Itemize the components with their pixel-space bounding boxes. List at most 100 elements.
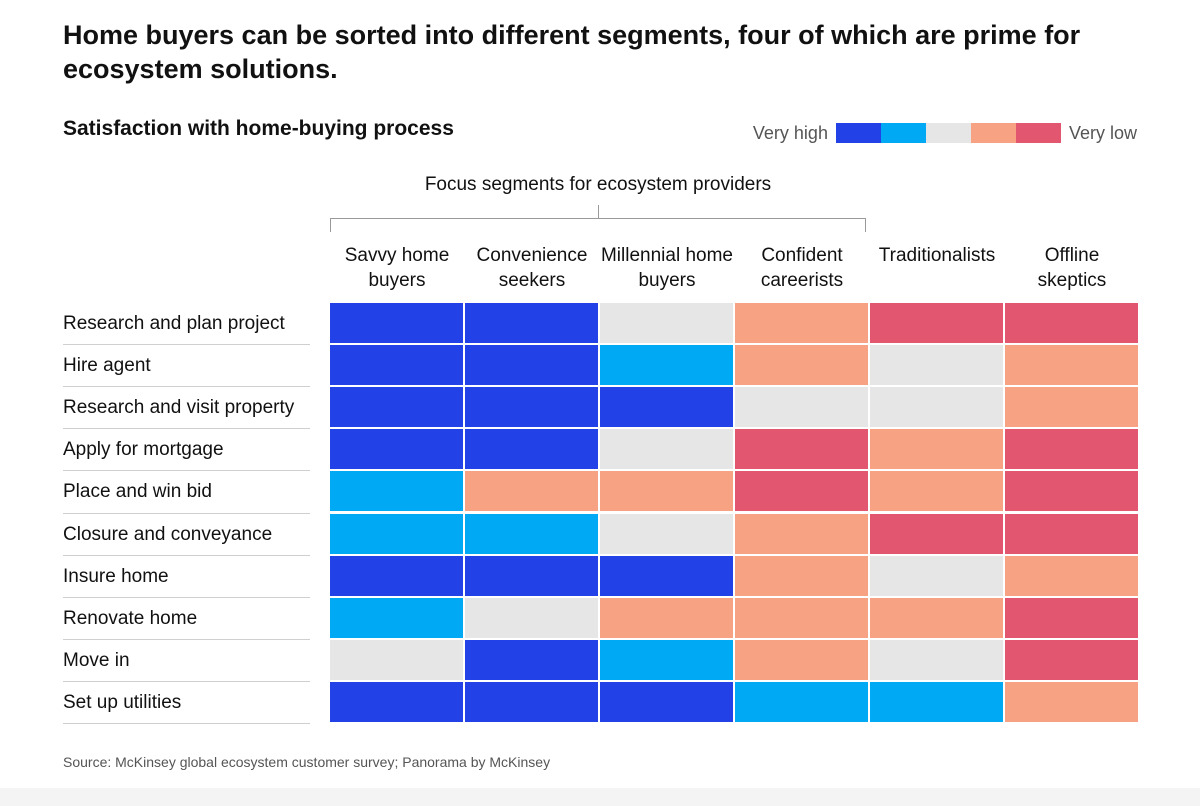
row-divider [63, 723, 310, 724]
heatmap-cell [1005, 429, 1138, 470]
heatmap-cell [600, 303, 733, 343]
heatmap-cell [600, 597, 733, 638]
heatmap-cell [735, 513, 868, 554]
heatmap-cell [1005, 513, 1138, 554]
row-divider [63, 554, 310, 556]
legend-swatch-4 [970, 123, 1016, 143]
row-divider [63, 680, 310, 682]
heatmap-cell [465, 387, 598, 428]
heatmap-cell [330, 303, 463, 343]
heatmap-cell [465, 681, 598, 722]
heatmap-cell [465, 513, 598, 554]
heatmap-cell [735, 429, 868, 470]
heatmap-cell [330, 513, 463, 554]
heatmap-cell [870, 639, 1003, 680]
focus-bracket [330, 218, 866, 232]
legend-swatch-3 [925, 123, 971, 143]
heatmap-cell [735, 597, 868, 638]
row-label: Research and plan project [63, 313, 285, 334]
row-divider [63, 638, 310, 640]
legend: Very high Very low [753, 122, 1137, 144]
heatmap-cell [870, 345, 1003, 386]
heatmap-cell [600, 555, 733, 596]
heatmap-cell [465, 471, 598, 512]
column-header: Savvy home buyers [344, 245, 450, 291]
heatmap-cell [330, 555, 463, 596]
heatmap-cell [600, 387, 733, 428]
heatmap-cell [330, 597, 463, 638]
heatmap-cell [870, 597, 1003, 638]
chart-subtitle: Satisfaction with home-buying process [63, 117, 454, 140]
heatmap-cell [1005, 303, 1138, 343]
row-label: Insure home [63, 565, 169, 587]
heatmap-cell [465, 345, 598, 386]
heatmap-cell [1005, 597, 1138, 638]
row-label: Closure and conveyance [63, 523, 273, 545]
heatmap-cell [1005, 639, 1138, 680]
heatmap-cell [735, 639, 868, 680]
column-header: Confident careerists [760, 245, 844, 291]
focus-segments-label: Focus segments for ecosystem providers [424, 174, 772, 195]
heatmap-cell [465, 555, 598, 596]
heatmap-cell [330, 387, 463, 428]
heatmap-cell [465, 303, 598, 343]
heatmap-cell [600, 471, 733, 512]
legend-high-label: Very high [752, 122, 828, 143]
row-divider [63, 470, 310, 472]
heatmap-cell [735, 555, 868, 596]
row-divider [63, 428, 310, 430]
heatmap-cell [870, 681, 1003, 722]
column-header: Convenience seekers [476, 245, 588, 291]
heatmap-cell [735, 345, 868, 386]
row-label: Apply for mortgage [63, 439, 224, 461]
row-label: Place and win bid [63, 481, 212, 503]
row-divider [63, 386, 310, 388]
heatmap-cell [870, 303, 1003, 343]
heatmap-cell [735, 387, 868, 428]
chart-title: Home buyers can be sorted into different… [63, 20, 1081, 84]
row-divider [63, 596, 310, 598]
heatmap-cell [600, 681, 733, 722]
heatmap-cell [600, 513, 733, 554]
row-label: Set up utilities [63, 691, 182, 713]
bottom-band [0, 788, 1200, 806]
heatmap-cell [465, 639, 598, 680]
row-label: Research and visit property [63, 397, 295, 419]
heatmap-cell [870, 387, 1003, 428]
row-label: Renovate home [63, 607, 198, 629]
row-divider [63, 344, 310, 346]
legend-low-label: Very low [1068, 122, 1137, 143]
heatmap-cell [870, 471, 1003, 512]
column-header: Millennial home buyers [600, 245, 733, 291]
heatmap-cell [870, 513, 1003, 554]
heatmap-cell [330, 639, 463, 680]
source-note: Source: McKinsey global ecosystem custom… [63, 754, 551, 770]
heatmap-cell [1005, 345, 1138, 386]
heatmap-cell [330, 345, 463, 386]
legend-swatches [835, 123, 1061, 143]
heatmap-cell [1005, 681, 1138, 722]
heatmap-cell [330, 429, 463, 470]
heatmap-cell [1005, 387, 1138, 428]
heatmap-cell [600, 639, 733, 680]
heatmap-cell [735, 303, 868, 343]
legend-swatch-2 [880, 123, 926, 143]
heatmap-cell [465, 429, 598, 470]
heatmap-cell [870, 555, 1003, 596]
heatmap-cell [1005, 555, 1138, 596]
heatmap-cell [600, 345, 733, 386]
heatmap-cell [735, 681, 868, 722]
row-label: Move in [63, 649, 130, 671]
heatmap-cell [735, 471, 868, 512]
row-label: Hire agent [63, 355, 151, 377]
column-header: Offline skeptics [1037, 245, 1107, 291]
focus-bracket-tick [598, 205, 599, 218]
heatmap-cell [1005, 471, 1138, 512]
heatmap-cell [600, 429, 733, 470]
heatmap-cell [870, 429, 1003, 470]
column-header: Traditionalists [878, 245, 996, 266]
legend-swatch-5 [1015, 123, 1061, 143]
heatmap-cell [465, 597, 598, 638]
legend-swatch-1 [835, 123, 881, 143]
heatmap-cell [330, 471, 463, 512]
